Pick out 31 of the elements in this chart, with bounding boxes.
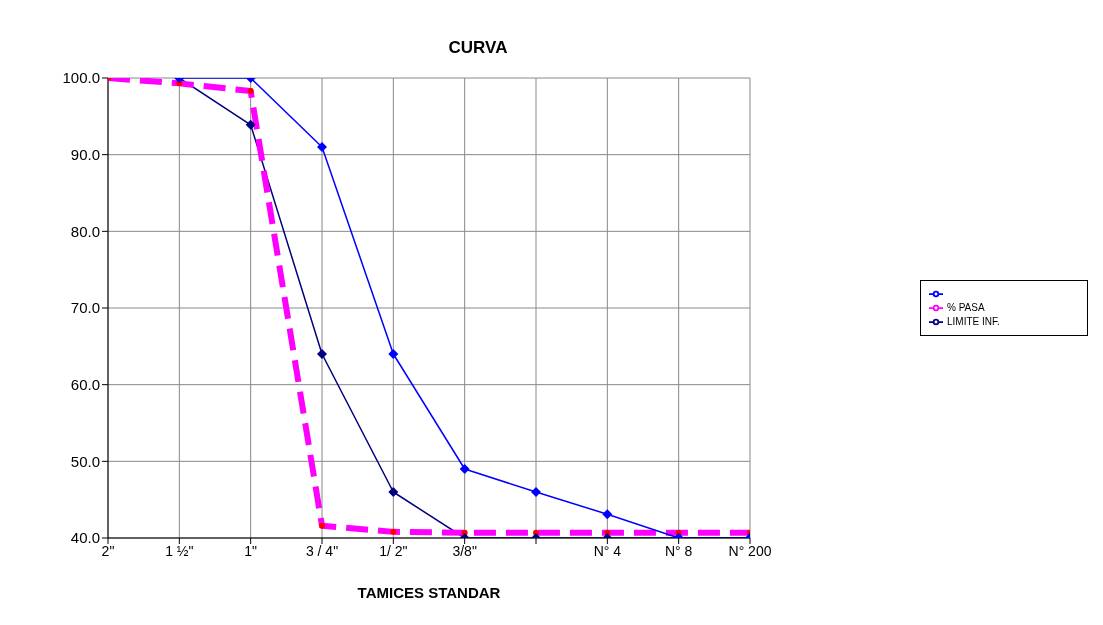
y-tick-label: 40.0 [70, 529, 100, 547]
x-tick-label: 1/ 2" [379, 542, 408, 559]
point [319, 522, 325, 529]
x-tick-label: 1 ½" [165, 542, 194, 559]
x-tick-label: 2" [101, 542, 115, 559]
y-tick-label: 80.0 [70, 222, 100, 240]
x-tick-label: N° 8 [664, 542, 693, 559]
y-tick-label: 60.0 [70, 375, 100, 393]
x-tick-label: 1" [244, 542, 258, 559]
y-tick-label: 100.0 [62, 69, 100, 87]
point [531, 487, 541, 497]
chart-title: CURVA [447, 38, 509, 58]
point [390, 528, 397, 535]
point [317, 142, 327, 152]
x-tick-label: 3 / 4" [305, 542, 339, 559]
legend-label: % PASA [947, 301, 985, 313]
x-axis-title: TAMICES STANDAR [357, 584, 501, 601]
y-tick-label: 90.0 [70, 145, 100, 163]
x-tick-label: 3/8" [452, 542, 477, 559]
y-tick-label: 70.0 [70, 299, 100, 317]
x-tick-label: N° 4 [593, 542, 622, 559]
point [602, 509, 613, 520]
point [247, 88, 254, 95]
point [388, 487, 399, 497]
point [245, 119, 256, 130]
point [459, 464, 470, 474]
y-tick-label: 50.0 [70, 452, 100, 470]
legend-label: LIMITE INF. [947, 315, 1000, 327]
x-tick-label: N° 200 [728, 542, 772, 559]
point [388, 349, 399, 359]
point [317, 349, 327, 359]
